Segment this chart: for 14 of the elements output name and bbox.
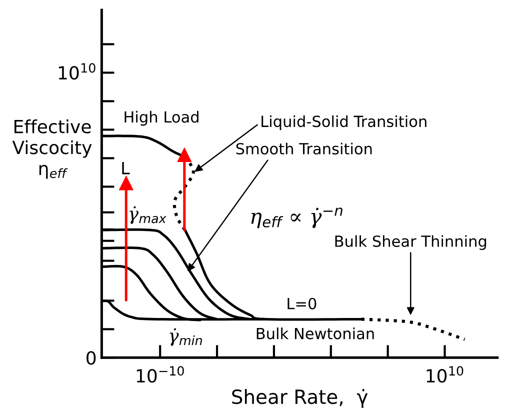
annotation: Smooth Transition [236,142,372,155]
x-axis-title: Shear Rate, γ̇ [232,389,368,408]
annotation: Bulk Newtonian [256,327,374,340]
annotation: Bulk Shear Thinning [335,235,486,250]
y-axis-title: Effective Viscocity η$_{eff}$ [12,119,92,179]
annotation: γ̇$_{max}$ [130,206,166,224]
annotation: High Load [124,110,198,126]
annotation: L [122,162,130,174]
y-tick-label: 0 [86,351,96,365]
annotation: L=0 [288,298,316,310]
annotation: Liquid-Solid Transition [262,115,426,130]
x-tick-label: 10$^{−10}$ [136,366,184,383]
annotation: η$_{eff}$ ∝ γ̇$^{−n}$ [251,208,342,228]
annotation: γ̇$_{min}$ [170,328,202,346]
